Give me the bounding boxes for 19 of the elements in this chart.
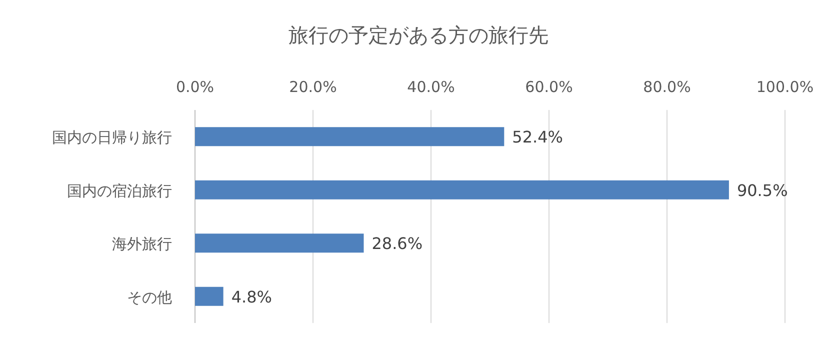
bar (195, 180, 729, 200)
data-label: 4.8% (231, 287, 272, 306)
data-label: 28.6% (372, 234, 423, 254)
y-tick-label: その他 (127, 288, 172, 306)
y-tick-label: 国内の宿泊旅行 (67, 182, 172, 200)
bar (195, 234, 364, 253)
y-tick-label: 海外旅行 (112, 235, 172, 254)
x-tick-label: 100.0% (756, 78, 814, 96)
chart-title: 旅行の予定がある方の旅行先 (288, 23, 548, 47)
y-tick-label: 国内の日帰り旅行 (52, 128, 172, 147)
data-label: 90.5% (736, 180, 788, 200)
bar (195, 286, 224, 306)
data-label: 52.4% (512, 128, 563, 147)
x-tick-label: 0.0% (176, 78, 214, 96)
x-tick-label: 20.0% (289, 78, 337, 96)
bar (195, 127, 504, 146)
x-tick-label: 80.0% (643, 78, 691, 96)
x-tick-label: 60.0% (525, 78, 573, 96)
x-tick-label: 40.0% (407, 78, 455, 96)
